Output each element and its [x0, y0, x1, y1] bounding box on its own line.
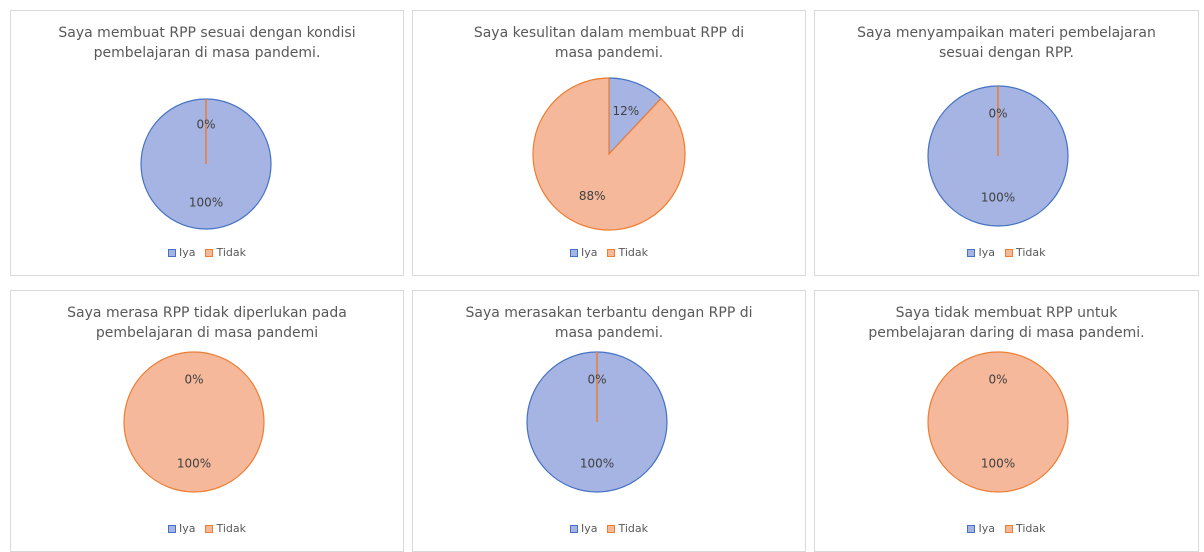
legend-label: Tidak	[216, 246, 247, 259]
legend-item: Iya	[167, 522, 196, 535]
legend-item: Tidak	[607, 522, 648, 535]
chart-panel: 0% 100% Saya merasa RPP tidak diperlukan p…	[10, 290, 404, 552]
legend-label: Tidak	[618, 522, 649, 535]
data-label: 100%	[189, 196, 223, 210]
legend-item: Iya	[167, 246, 196, 259]
legend-swatch	[967, 249, 976, 257]
data-label: 0%	[988, 373, 1007, 387]
legend-item: Iya	[967, 246, 995, 259]
legend-swatch	[167, 525, 176, 533]
data-label: 12%	[612, 104, 639, 118]
legend-swatch	[167, 249, 176, 257]
pie-chart: 100% 0%	[927, 85, 1069, 227]
legend-label: Tidak	[1015, 246, 1046, 259]
data-label: 0%	[184, 373, 203, 387]
chart-title: Saya menyampaikan materi pembelajaran se…	[857, 25, 1156, 61]
data-label: 88%	[579, 189, 606, 203]
legend: Iya Tidak	[815, 522, 1198, 535]
legend-swatch	[205, 525, 214, 533]
legend-label: Tidak	[618, 246, 649, 259]
legend-label: Iya	[978, 246, 995, 259]
data-label: 100%	[981, 191, 1015, 205]
chart-panel: 100% 0% Saya menyampaikan materi pembelaja…	[814, 10, 1199, 276]
legend-label: Tidak	[1015, 522, 1046, 535]
legend: Iya Tidak	[11, 522, 403, 535]
data-label: 0%	[587, 373, 606, 387]
chart-title: Saya merasakan terbantu dengan RPP di ma…	[465, 305, 753, 341]
legend-swatch	[967, 525, 976, 533]
chart-panel: 100% 0% Saya merasakan terbantu dengan RPP…	[412, 290, 806, 552]
pie-chart: 100% 0%	[526, 351, 668, 493]
pie-chart: 100% 0%	[140, 98, 272, 230]
legend-item: Tidak	[1004, 246, 1046, 259]
legend-swatch	[1004, 249, 1013, 257]
legend-item: Tidak	[205, 522, 246, 535]
legend-label: Tidak	[216, 522, 247, 535]
legend-swatch	[569, 249, 578, 257]
chart-panel: 12% 88% Saya kesulitan dalam membuat RPP d…	[412, 10, 806, 276]
pie-slice	[532, 77, 686, 231]
data-label: 100%	[177, 457, 211, 471]
legend-item: Iya	[967, 522, 995, 535]
legend-item: Iya	[569, 522, 598, 535]
chart-title: Saya membuat RPP sesuai dengan kondisi p…	[58, 25, 356, 61]
pie-slice	[123, 351, 265, 493]
pie-chart: 0% 100%	[123, 351, 265, 493]
chart-title: Saya merasa RPP tidak diperlukan pada pe…	[67, 305, 347, 341]
chart-title: Saya kesulitan dalam membuat RPP di masa…	[473, 25, 745, 61]
legend-label: Iya	[580, 246, 598, 259]
data-label: 0%	[196, 118, 215, 132]
legend: Iya Tidak	[413, 246, 805, 259]
legend-label: Iya	[178, 522, 196, 535]
legend-swatch	[205, 249, 214, 257]
legend-item: Tidak	[1004, 522, 1046, 535]
legend-swatch	[569, 525, 578, 533]
legend-item: Tidak	[205, 246, 246, 259]
legend: Iya Tidak	[815, 246, 1198, 259]
pie-chart: 0% 100%	[927, 351, 1069, 493]
legend-label: Iya	[978, 522, 995, 535]
data-label: 0%	[988, 107, 1007, 121]
data-label: 100%	[981, 457, 1015, 471]
legend-item: Tidak	[607, 246, 648, 259]
chart-title: Saya tidak membuat RPP untuk pembelajara…	[868, 305, 1145, 341]
legend-label: Iya	[580, 522, 598, 535]
legend-swatch	[607, 249, 616, 257]
data-label: 100%	[580, 457, 614, 471]
legend-swatch	[1004, 525, 1013, 533]
chart-panel: 100% 0% Saya membuat RPP sesuai dengan kon…	[10, 10, 404, 276]
chart-panel: 0% 100% Saya tidak membuat RPP untuk pembe…	[814, 290, 1199, 552]
pie-slice	[927, 351, 1069, 493]
legend-swatch	[607, 525, 616, 533]
legend-item: Iya	[569, 246, 598, 259]
pie-chart: 12% 88%	[532, 77, 686, 231]
legend: Iya Tidak	[11, 246, 403, 259]
legend: Iya Tidak	[413, 522, 805, 535]
legend-label: Iya	[178, 246, 196, 259]
